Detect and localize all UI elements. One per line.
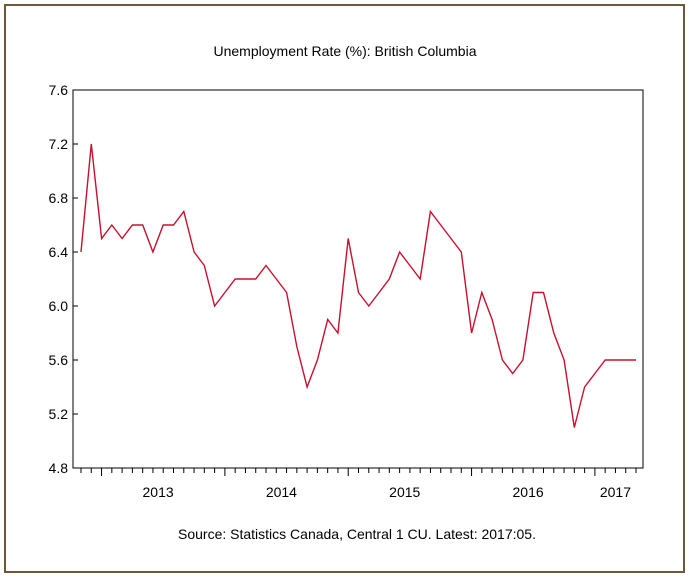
y-tick-label: 6.0	[49, 298, 69, 314]
x-tick-label: 2015	[389, 484, 420, 500]
y-tick-label: 4.8	[49, 460, 69, 476]
chart-title: Unemployment Rate (%): British Columbia	[214, 43, 477, 59]
x-tick-label: 2017	[600, 484, 631, 500]
y-tick-label: 6.8	[49, 190, 69, 206]
y-tick-label: 6.4	[49, 244, 69, 260]
x-tick-label: 2016	[513, 484, 544, 500]
source-note: Source: Statistics Canada, Central 1 CU.…	[178, 526, 536, 542]
x-axis: 2013 2014 2015 2016 2017	[80, 468, 637, 500]
y-tick-label: 7.6	[49, 82, 69, 98]
y-tick-label: 7.2	[49, 136, 69, 152]
y-tick-label: 5.6	[49, 352, 69, 368]
y-tick-label: 5.2	[49, 406, 69, 422]
series-line-unemployment-rate	[80, 143, 636, 428]
x-tick-label: 2013	[143, 484, 174, 500]
y-axis: 4.8 5.2 5.6 6.0 6.4 6.8 7.2 7.6	[49, 82, 78, 476]
series-layer	[80, 143, 636, 428]
plot-area	[72, 89, 644, 469]
chart-frame	[4, 4, 685, 573]
x-tick-label: 2014	[266, 484, 297, 500]
